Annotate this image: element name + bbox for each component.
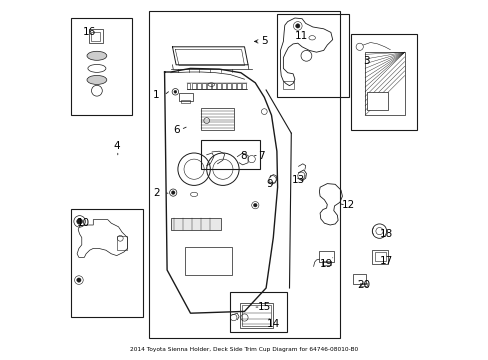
- Text: 4: 4: [113, 141, 120, 151]
- Text: 8: 8: [240, 150, 246, 161]
- Circle shape: [253, 203, 257, 207]
- Bar: [217, 83, 220, 89]
- Bar: [232, 83, 235, 89]
- Bar: [71, 209, 142, 317]
- Text: 7: 7: [258, 150, 264, 161]
- Text: 16: 16: [82, 27, 96, 37]
- Bar: [242, 83, 245, 89]
- Text: 10: 10: [77, 218, 90, 228]
- Bar: [170, 218, 221, 230]
- Text: 1: 1: [153, 90, 159, 100]
- Text: 5: 5: [261, 36, 267, 46]
- Bar: [149, 11, 339, 338]
- Bar: [237, 83, 241, 89]
- Text: 2: 2: [153, 188, 159, 198]
- Bar: [374, 252, 385, 261]
- Bar: [350, 34, 416, 130]
- Bar: [206, 83, 210, 89]
- Bar: [227, 83, 230, 89]
- Bar: [365, 52, 404, 115]
- Bar: [89, 29, 103, 43]
- Text: 14: 14: [266, 319, 279, 329]
- Bar: [197, 83, 200, 89]
- Bar: [71, 18, 132, 115]
- Circle shape: [77, 278, 81, 282]
- Text: 13: 13: [291, 175, 305, 185]
- Bar: [192, 83, 195, 89]
- Bar: [321, 261, 330, 265]
- Text: 12: 12: [342, 200, 355, 210]
- Text: 18: 18: [379, 229, 392, 239]
- Bar: [230, 292, 286, 332]
- Text: 11: 11: [294, 31, 307, 41]
- Ellipse shape: [87, 76, 106, 85]
- Text: 17: 17: [379, 256, 392, 266]
- Bar: [186, 83, 190, 89]
- Text: 15: 15: [257, 302, 270, 312]
- Bar: [283, 81, 294, 89]
- Bar: [276, 14, 348, 97]
- Circle shape: [174, 90, 177, 93]
- Bar: [200, 140, 260, 169]
- Text: 6: 6: [172, 125, 179, 135]
- Bar: [185, 247, 231, 275]
- Bar: [366, 92, 387, 110]
- Bar: [117, 236, 126, 250]
- Bar: [212, 83, 215, 89]
- Bar: [371, 250, 387, 264]
- Text: 2014 Toyota Sienna Holder, Deck Side Trim Cup Diagram for 64746-08010-B0: 2014 Toyota Sienna Holder, Deck Side Tri…: [130, 347, 358, 352]
- Bar: [241, 305, 270, 326]
- Bar: [352, 274, 366, 284]
- Bar: [91, 32, 101, 41]
- Bar: [179, 93, 193, 101]
- Circle shape: [77, 219, 82, 224]
- Text: 3: 3: [363, 56, 369, 66]
- Bar: [240, 303, 272, 328]
- Bar: [359, 283, 366, 286]
- Bar: [319, 251, 333, 262]
- Ellipse shape: [87, 51, 106, 60]
- Bar: [181, 100, 190, 103]
- Circle shape: [171, 191, 175, 194]
- Bar: [201, 108, 233, 130]
- Circle shape: [295, 24, 299, 28]
- Text: 20: 20: [357, 280, 370, 290]
- Text: 19: 19: [319, 258, 332, 269]
- Bar: [202, 83, 205, 89]
- Text: 9: 9: [266, 179, 272, 189]
- Bar: [222, 83, 225, 89]
